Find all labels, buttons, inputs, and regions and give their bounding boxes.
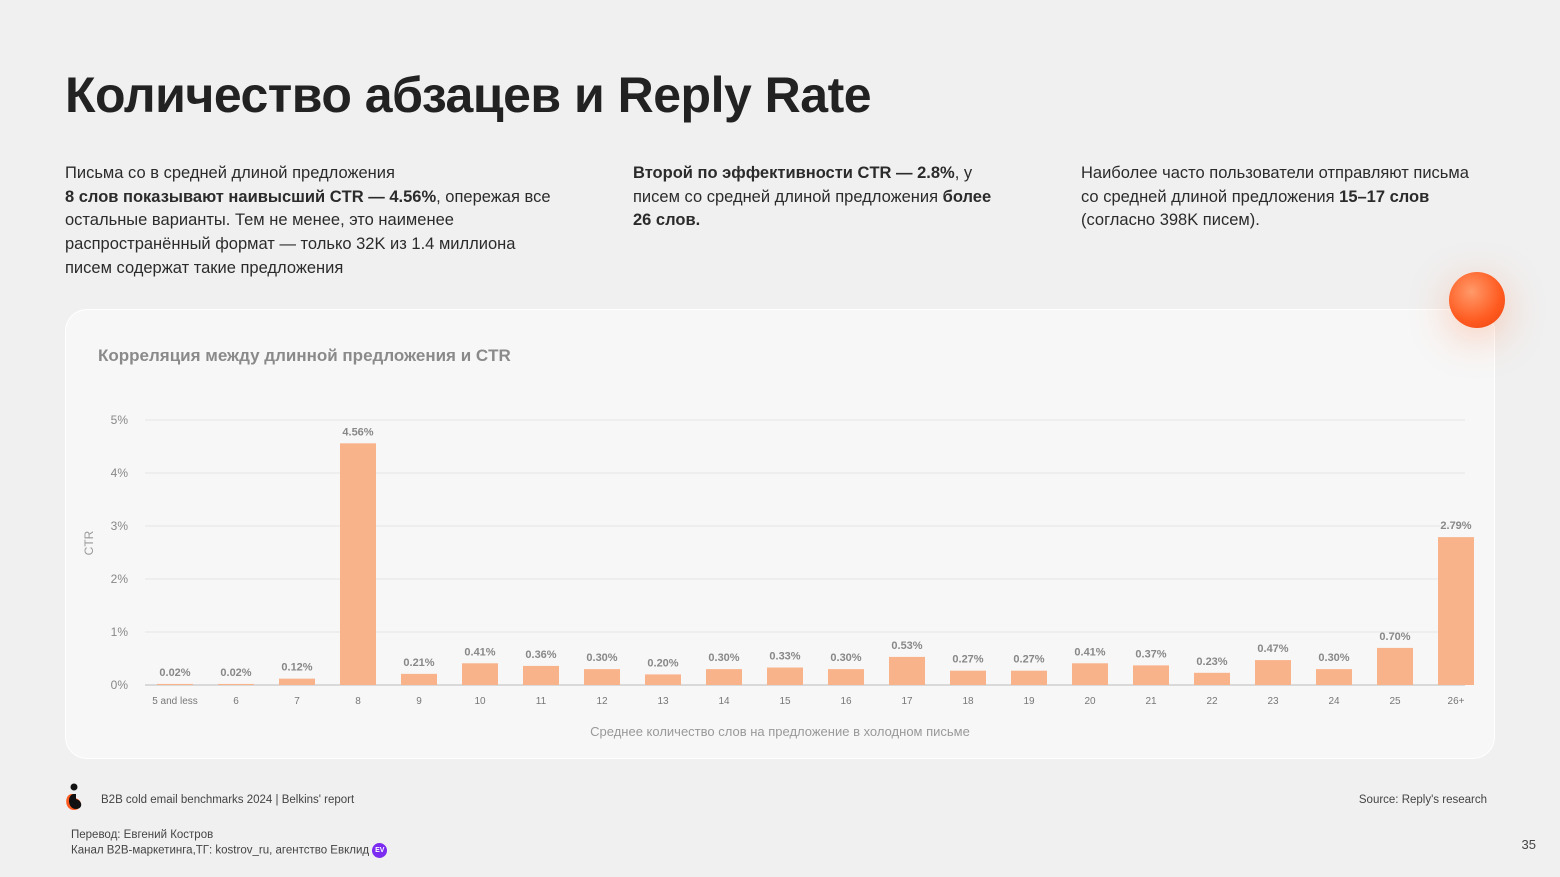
x-tick-label: 16 [840, 696, 852, 707]
bar-8 [340, 443, 376, 685]
y-tick-label: 4% [111, 466, 129, 480]
paragraph-highest-ctr: Письма со в средней длиной предложения 8 … [65, 162, 555, 281]
data-label: 0.30% [830, 652, 861, 664]
x-tick-label: 6 [233, 696, 239, 707]
y-tick-label: 3% [111, 519, 129, 533]
x-tick-label: 7 [294, 696, 300, 707]
x-tick-label: 23 [1267, 696, 1279, 707]
belkins-logo-icon [66, 783, 82, 810]
report-name: B2B cold email benchmarks 2024 | Belkins… [101, 794, 355, 806]
data-label: 0.47% [1257, 643, 1288, 655]
bar-10 [462, 663, 498, 685]
data-label: 0.21% [403, 657, 434, 669]
data-label: 0.53% [891, 640, 922, 652]
bar-12 [584, 669, 620, 685]
data-label: 0.30% [1318, 652, 1349, 664]
data-label: 2.79% [1440, 520, 1471, 532]
y-tick-label: 1% [111, 625, 129, 639]
chart-title: Корреляция между длинной предложения и C… [98, 346, 511, 365]
x-tick-label: 24 [1328, 696, 1340, 707]
bar-9 [401, 673, 437, 685]
bar-19 [1011, 670, 1047, 685]
x-tick-label: 8 [355, 696, 361, 707]
data-label: 0.02% [159, 667, 190, 679]
x-tick-label: 12 [596, 696, 608, 707]
data-label: 0.20% [647, 657, 678, 669]
x-tick-label: 15 [779, 696, 791, 707]
bold-text: Второй по эффективности CTR — 2.8% [633, 164, 955, 182]
x-tick-label: 18 [962, 696, 974, 707]
translator-credit: Перевод: Евгений Костров [71, 829, 214, 841]
bold-text: более 26 слов. [633, 187, 992, 230]
x-tick-label: 22 [1206, 696, 1218, 707]
paragraph-second-ctr: Второй по эффективности CTR — 2.8%, у пи… [633, 162, 993, 233]
bar-20 [1072, 663, 1108, 685]
bar-13 [645, 674, 681, 685]
data-label: 0.41% [1074, 646, 1105, 658]
page-number: 35 [1521, 837, 1536, 852]
bar-21 [1133, 665, 1169, 685]
data-label: 0.41% [464, 646, 495, 658]
x-tick-label: 19 [1023, 696, 1035, 707]
x-tick-label: 20 [1084, 696, 1096, 707]
text: (согласно 398K писем). [1081, 211, 1260, 230]
x-axis-label: Среднее количество слов на предложение в… [590, 724, 970, 739]
data-label: 4.56% [342, 426, 373, 438]
data-label: 0.37% [1135, 648, 1166, 660]
paragraph-most-frequent: Наиболее часто пользователи отправляют п… [1081, 162, 1481, 233]
x-tick-label: 9 [416, 696, 422, 707]
bar-5andless [157, 683, 193, 685]
x-tick-label: 17 [901, 696, 913, 707]
text: Наиболее часто пользователи отправляют п… [1081, 164, 1469, 206]
data-label: 0.33% [769, 651, 800, 663]
channel-credit: Канал B2B-маркетинга,ТГ: kostrov_ru, аге… [71, 843, 388, 858]
bar-18 [950, 670, 986, 685]
text: , у писем со средней длиной предложения [633, 164, 973, 206]
bar-17 [889, 656, 925, 685]
x-tick-label: 10 [474, 696, 486, 707]
x-tick-label: 26+ [1448, 696, 1465, 707]
y-tick-label: 2% [111, 572, 129, 586]
x-tick-label: 11 [536, 696, 547, 707]
x-tick-label: 13 [657, 696, 669, 707]
bar-24 [1316, 669, 1352, 685]
source-note: Source: Reply's research [1358, 794, 1487, 806]
x-tick-label: 14 [718, 696, 730, 707]
x-tick-label: 5 and less [152, 696, 198, 707]
text: Письма со в средней длиной предложения [65, 164, 395, 182]
bar-22 [1194, 672, 1230, 685]
bar-16 [828, 669, 864, 685]
data-label: 0.27% [1013, 654, 1044, 666]
bar-7 [279, 678, 315, 685]
data-label: 0.30% [708, 652, 739, 664]
bar-6 [218, 683, 254, 685]
bold-text: 15–17 слов [1339, 187, 1430, 206]
bold-text: 8 слов показывают наивысший CTR — 4.56% [65, 187, 437, 206]
y-tick-label: 0% [111, 678, 129, 692]
data-label: 0.02% [220, 667, 251, 679]
data-label: 0.27% [952, 654, 983, 666]
decorative-orange-sphere [1449, 272, 1505, 328]
data-label: 0.30% [586, 652, 617, 664]
data-label: 0.23% [1196, 656, 1227, 668]
data-label: 0.12% [281, 662, 312, 674]
page-title: Количество абзацев и Reply Rate [65, 67, 872, 123]
data-label: 0.36% [525, 649, 556, 661]
x-tick-label: 21 [1145, 696, 1157, 707]
y-axis-label: CTR [82, 530, 96, 555]
bar-26 [1438, 537, 1474, 685]
channel-text: Канал B2B-маркетинга,ТГ: kostrov_ru, аге… [71, 844, 370, 857]
y-tick-label: 5% [111, 413, 129, 427]
evklid-badge-icon: EV [372, 843, 388, 858]
bar-11 [523, 665, 559, 685]
text: , опережая все остальные варианты. Тем н… [65, 187, 551, 277]
x-tick-label: 25 [1389, 696, 1401, 707]
bar-14 [706, 669, 742, 685]
bar-25 [1377, 647, 1413, 685]
data-label: 0.70% [1379, 631, 1410, 643]
bar-15 [767, 667, 803, 685]
bar-23 [1255, 660, 1291, 685]
